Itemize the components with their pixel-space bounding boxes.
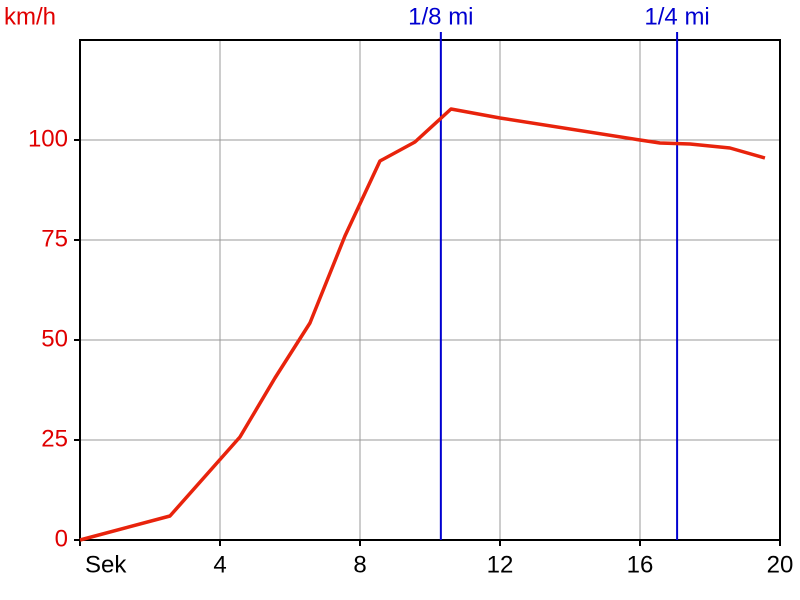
x-tick-label: 12 xyxy=(487,551,514,578)
y-tick-label: 25 xyxy=(41,425,68,452)
x-tick-label: 8 xyxy=(353,551,366,578)
data-line xyxy=(79,107,766,542)
distance-marker-label: 1/8 mi xyxy=(408,3,473,30)
x-tick-label: 20 xyxy=(767,551,794,578)
y-axis-title: km/h xyxy=(4,3,56,30)
y-tick-label: 50 xyxy=(41,325,68,352)
x-tick-label: 16 xyxy=(627,551,654,578)
y-tick-label: 75 xyxy=(41,225,68,252)
y-tick-label: 100 xyxy=(28,125,68,152)
distance-marker-label: 1/4 mi xyxy=(644,3,709,30)
plot-frame xyxy=(79,39,781,541)
x-tick-label: 4 xyxy=(213,551,226,578)
y-tick-label: 0 xyxy=(55,525,68,552)
x-tick-label: Sek xyxy=(85,551,127,578)
